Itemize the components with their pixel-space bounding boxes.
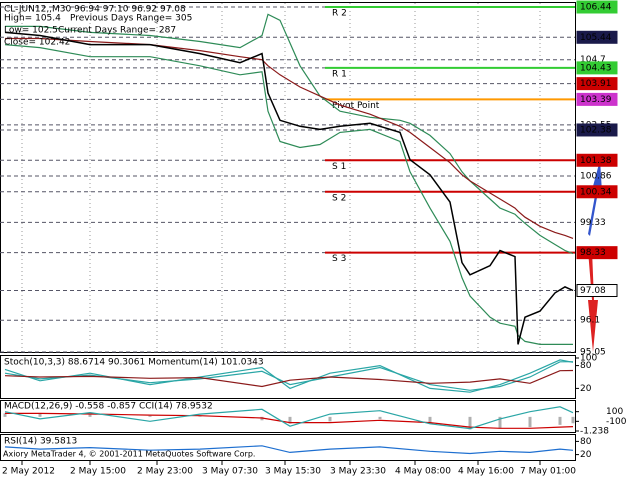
- y2-tick-label: 100: [606, 407, 623, 417]
- series-line: [4, 44, 573, 345]
- x-tick-label: 4 May 08:00: [395, 467, 451, 477]
- panel-title: CL-JUN12,,M30 96.94 97.10 96.92 97.08: [4, 5, 186, 15]
- series-line: [5, 13, 574, 255]
- price-box: [576, 185, 618, 199]
- y-tick-label: 106.44: [580, 3, 612, 13]
- y-tick-label: 96.1: [580, 316, 600, 326]
- footer: Axiory MetaTrader 4, © 2001-2011 MetaQuo…: [3, 450, 255, 459]
- y2-tick-label: -100: [606, 417, 627, 427]
- price-box: [576, 284, 618, 298]
- series-line: [5, 37, 574, 239]
- price-box: [576, 77, 618, 91]
- x-tick-label: 7 May 01:00: [520, 467, 576, 477]
- stoch-frame: [0, 355, 576, 399]
- price-box: [576, 246, 618, 260]
- y-tick-label: 104.43: [580, 63, 612, 73]
- y-tick-label: 103.91: [580, 79, 612, 89]
- price-box: [576, 30, 618, 44]
- level-label: R 1: [332, 69, 347, 79]
- info-line: High= 105.4: [4, 14, 61, 24]
- level-label: R 2: [332, 9, 347, 19]
- histogram-bar: [328, 416, 332, 422]
- histogram-bar: [288, 416, 292, 424]
- panel-title: RSI(14) 39.5813: [4, 437, 77, 447]
- x-tick-label: 4 May 16:00: [458, 467, 514, 477]
- histogram-bar: [528, 416, 532, 428]
- y-tick-label: 99.33: [580, 218, 606, 228]
- y-tick-label: 104.7: [580, 55, 606, 65]
- down-arrow: [588, 250, 598, 352]
- y-tick-label: 20: [580, 384, 592, 394]
- histogram-bar: [38, 413, 42, 417]
- x-tick-label: 2 May 2012: [2, 467, 55, 477]
- y-tick-label: 103.39: [580, 95, 612, 105]
- level-label: S 1: [332, 162, 346, 172]
- histogram-bar: [428, 416, 432, 424]
- price-box: [576, 153, 618, 167]
- rsi-frame: [0, 434, 576, 461]
- histogram-bar: [468, 416, 472, 430]
- histogram-bar: [558, 416, 562, 425]
- y-tick-label: 100.34: [580, 187, 612, 197]
- macd-frame: [0, 400, 576, 433]
- level-label: S 2: [332, 193, 346, 203]
- y-tick-label: 100.86: [580, 172, 612, 182]
- x-tick-label: 2 May 15:00: [70, 467, 126, 477]
- histogram-bar: [198, 416, 202, 417]
- price-box: [576, 61, 618, 75]
- histogram-bar: [378, 416, 382, 420]
- price-box: [576, 123, 618, 137]
- histogram-bar: [148, 415, 152, 417]
- y-tick-label: 80: [580, 437, 592, 447]
- y-tick-label: 95.05: [580, 348, 606, 358]
- info-line: Current Days Range= 287: [58, 26, 176, 36]
- price-box: [576, 92, 618, 106]
- series-line: [5, 412, 574, 429]
- y-tick-label: 97.08: [580, 286, 606, 296]
- histogram-bar: [88, 414, 92, 417]
- histogram-bar: [571, 416, 575, 424]
- y-tick-label: 98.33: [580, 248, 606, 258]
- x-tick-label: 3 May 15:30: [265, 467, 321, 477]
- series-line: [4, 406, 574, 430]
- y-tick-label: 100: [580, 354, 597, 364]
- series-line: [4, 31, 574, 345]
- series-line: [4, 369, 574, 388]
- level-label: Pivot Point: [332, 101, 380, 111]
- panel-title: Stoch(10,3,3) 88.6714 90.3061 Momentum(1…: [4, 358, 264, 368]
- series-line: [4, 445, 574, 455]
- histogram-bar: [3, 413, 7, 417]
- y-tick-label: 101.38: [580, 156, 612, 166]
- y-tick-label: 105.44: [580, 33, 612, 43]
- y-tick-label: 80: [580, 361, 592, 371]
- level-label: S 3: [332, 254, 346, 264]
- y-tick-label: -1.238: [580, 427, 609, 437]
- x-tick-label: 2 May 23:00: [137, 467, 193, 477]
- y-tick-label: 20: [580, 450, 592, 460]
- panel-title: MACD(12,26,9) -0.558 -0.857 CCI(14) 78.9…: [4, 402, 213, 412]
- info-line: Previous Days Range= 305: [70, 14, 192, 24]
- x-tick-label: 3 May 07:30: [202, 467, 258, 477]
- y-tick-label: 102.38: [580, 125, 612, 135]
- price-box: [576, 0, 618, 14]
- histogram-bar: [498, 416, 502, 429]
- x-tick-label: 3 May 23:30: [330, 467, 386, 477]
- info-line: Close= 102.42: [4, 38, 70, 48]
- info-line: Low= 102.5: [4, 26, 58, 36]
